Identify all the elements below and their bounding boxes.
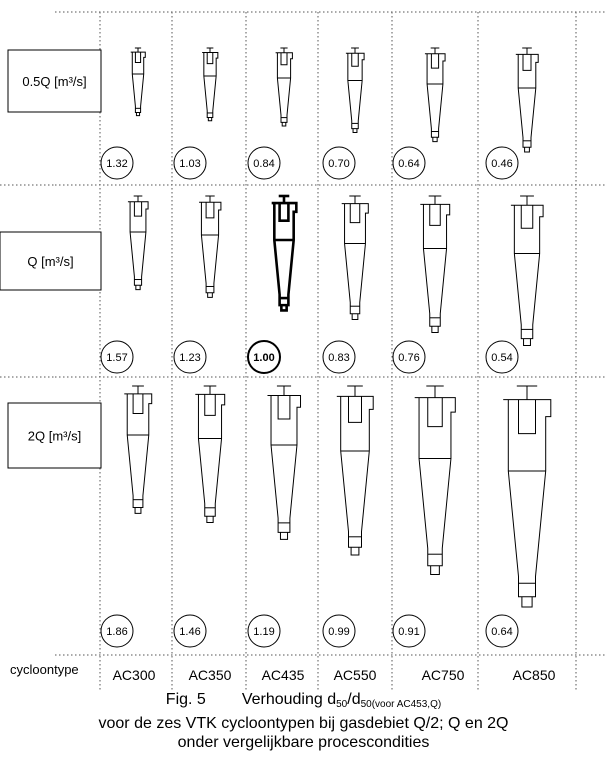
caption-title: Verhouding d <box>241 691 337 708</box>
ratio-circle-r2-c5 <box>485 614 519 648</box>
ratio-value-r0-c0: 1.32 <box>106 158 127 170</box>
ratio-circle-r0-c3 <box>322 146 356 180</box>
ratio-circle-r1-c0 <box>100 340 134 374</box>
ratio-value-r2-c2: 1.19 <box>253 626 274 638</box>
ratio-circle-r0-c2 <box>247 146 281 180</box>
ratio-value-r2-c5: 0.64 <box>491 626 512 638</box>
ratio-circle-r2-c4 <box>392 614 426 648</box>
ratio-circle-r0-c1 <box>173 146 207 180</box>
row-label-text-1: Q [m³/s] <box>27 254 73 269</box>
ratio-value-r0-c5: 0.46 <box>491 158 512 170</box>
cyclone-r1-c0 <box>127 195 149 291</box>
ratio-value-r1-c3: 0.83 <box>328 352 349 364</box>
row-label-box-0 <box>7 49 102 113</box>
cyclone-r2-c1 <box>195 385 226 523</box>
row-label-text-2: 2Q [m³/s] <box>28 429 81 444</box>
caption-line-1: Fig. 5 Verhouding d50/d50(voor AC453,Q) <box>0 690 607 714</box>
ratio-circle-r1-c3 <box>322 340 356 374</box>
ratio-value-r0-c2: 0.84 <box>253 158 274 170</box>
ratio-value-r1-c5: 0.54 <box>491 352 512 364</box>
cyclone-r0-c4 <box>424 47 446 143</box>
row-label-box-2 <box>7 402 102 469</box>
type-label-3: AC550 <box>334 667 377 683</box>
ratio-value-r1-c2: 1.00 <box>253 352 274 364</box>
ratio-circle-r0-c4 <box>392 146 426 180</box>
ratio-value-r0-c4: 0.64 <box>398 158 419 170</box>
cyclone-drawings <box>124 47 552 608</box>
ratio-value-r0-c1: 1.03 <box>179 158 200 170</box>
figure-caption: Fig. 5 Verhouding d50/d50(voor AC453,Q) v… <box>0 690 607 752</box>
ratio-circle-r2-c1 <box>173 614 207 648</box>
type-label-0: AC300 <box>113 667 156 683</box>
figure-number: Fig. 5 <box>165 691 206 708</box>
ratio-value-r2-c3: 0.99 <box>328 626 349 638</box>
cyclone-r0-c1 <box>202 47 219 122</box>
type-label-2: AC435 <box>262 667 305 683</box>
cyclone-r1-c5 <box>510 195 544 346</box>
cyclone-r2-c4 <box>414 385 456 576</box>
type-labels: cycloontype AC300 AC350 AC435 AC550 AC750 AC85… <box>10 662 556 683</box>
cyclone-r1-c4 <box>420 195 451 333</box>
caption-line-3: onder vergelijkbare procescondities <box>177 734 430 751</box>
ratio-circles: 1.32 1.03 0.84 0.70 0.64 0.46 1.57 1.23 1.00 0.83… <box>100 146 519 648</box>
ratio-value-r1-c1: 1.23 <box>179 352 200 364</box>
cyclone-r0-c2 <box>275 47 293 127</box>
row-label-box-1 <box>0 231 102 291</box>
ratio-value-r1-c4: 0.76 <box>398 352 419 364</box>
cyclone-r1-c3 <box>341 195 369 321</box>
types-row-label: cycloontype <box>10 662 79 677</box>
ratio-value-r2-c0: 1.86 <box>106 626 127 638</box>
cyclone-r0-c5 <box>515 47 539 153</box>
caption-sub-1: 50 <box>336 699 348 710</box>
ratio-circle-r0-c0 <box>100 146 134 180</box>
ratio-circle-r1-c2 <box>247 340 281 374</box>
cyclone-r2-c2 <box>267 385 302 540</box>
cyclone-r2-c3 <box>336 385 374 556</box>
caption-slash: /d <box>347 691 361 708</box>
ratio-circle-r2-c0 <box>100 614 134 648</box>
ratio-value-r0-c3: 0.70 <box>328 158 349 170</box>
dotted-grid <box>0 11 607 690</box>
cyclone-r0-c3 <box>345 47 365 134</box>
cyclone-r2-c0 <box>124 385 153 514</box>
cyclone-r2-c5 <box>503 385 552 608</box>
cyclone-r1-c1 <box>199 195 222 298</box>
ratio-circle-r1-c4 <box>392 340 426 374</box>
row-label-text-0: 0.5Q [m³/s] <box>22 74 86 89</box>
ratio-value-r2-c1: 1.46 <box>179 626 200 638</box>
cyclone-r1-c2 <box>271 194 298 312</box>
cyclone-r0-c0 <box>130 47 146 117</box>
ratio-circle-r1-c5 <box>485 340 519 374</box>
ratio-circle-r2-c3 <box>322 614 356 648</box>
caption-line-2: voor de zes VTK cycloontypen bij gasdebi… <box>98 715 509 732</box>
ratio-circle-r0-c5 <box>485 146 519 180</box>
ratio-circle-r2-c2 <box>247 614 281 648</box>
ratio-value-r2-c4: 0.91 <box>398 626 419 638</box>
type-label-5: AC850 <box>513 667 556 683</box>
ratio-circle-r1-c1 <box>173 340 207 374</box>
type-label-4: AC750 <box>422 667 465 683</box>
ratio-value-r1-c0: 1.57 <box>106 352 127 364</box>
type-label-1: AC350 <box>189 667 232 683</box>
caption-sub-2: 50(voor AC453,Q) <box>360 699 442 710</box>
row-labels: 0.5Q [m³/s] Q [m³/s] 2Q [m³/s] <box>0 49 102 469</box>
